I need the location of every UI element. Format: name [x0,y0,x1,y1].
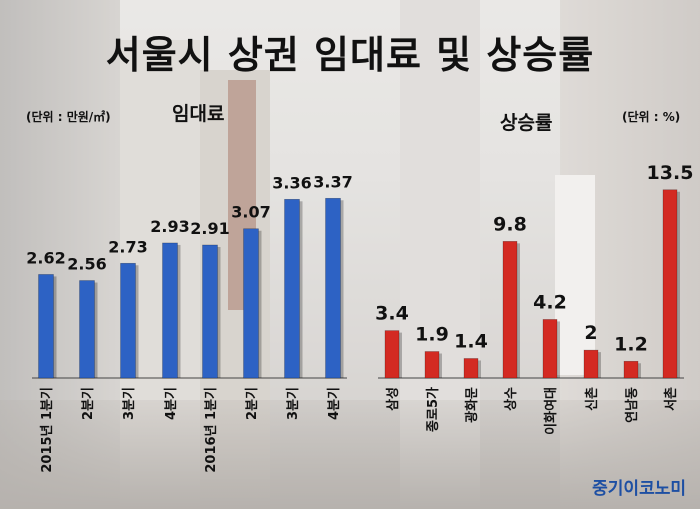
rate-unit-label: (단위 : %) [622,110,681,124]
rate-bar [623,360,639,379]
rent-value-label: 2.73 [108,237,147,256]
rate-value-label: 3.4 [375,303,409,325]
rate-bar [463,358,479,379]
rent-category-label: 2016년 1분기 [204,387,219,473]
rate-value-label: 1.2 [614,333,648,355]
rent-category-label: 4분기 [164,387,179,420]
rent-bar [284,198,300,379]
rent-subtitle: 임대료 [172,103,225,125]
rate-subtitle: 상승률 [500,112,553,134]
rent-unit-label: (단위 : 만원/㎡) [26,110,111,124]
rent-value-label: 2.62 [26,248,65,267]
brand-logo: 중기이코노미 [592,479,686,499]
rent-value-label: 3.36 [272,173,311,192]
rent-value-label: 2.93 [150,217,189,236]
rate-value-label: 13.5 [647,162,694,184]
rate-bar [384,330,400,379]
rate-category-label: 연남동 [624,387,640,423]
rate-category-label: 삼성 [385,387,401,411]
rent-category-label: 2분기 [81,387,96,420]
rate-category-label: 신촌 [585,387,600,411]
background-sign [555,175,595,375]
rent-bar [38,274,54,379]
rate-bar [502,241,518,379]
rent-bar [120,262,136,379]
rent-category-label: 4분기 [327,387,342,420]
chart-title: 서울시 상권 임대료 및 상승률 [105,33,595,77]
rent-category-label: 2015년 1분기 [40,387,55,473]
rent-bar [202,244,218,379]
rate-category-label: 이화여대 [543,387,559,435]
rate-value-label: 9.8 [493,213,527,235]
rate-bar [583,349,599,379]
rent-category-label: 3분기 [286,387,301,420]
rent-category-label: 2분기 [245,387,260,420]
rate-category-label: 서촌 [664,387,679,411]
rate-bar [662,189,678,379]
rent-bar [162,242,178,379]
rate-category-label: 광화문 [464,387,480,423]
background-crowd [0,400,700,509]
rent-value-label: 2.56 [67,255,106,274]
rate-value-label: 2 [584,322,597,344]
rate-bar [424,351,440,379]
rent-category-label: 3분기 [122,387,137,420]
rent-bar [79,280,95,379]
rate-category-label: 종로5가 [426,387,441,432]
rate-value-label: 1.9 [415,324,449,346]
rent-value-label: 3.07 [231,203,270,222]
rate-value-label: 1.4 [454,330,488,352]
rate-category-label: 상수 [504,387,519,411]
rate-bar [542,319,558,379]
rent-value-label: 3.37 [313,172,352,191]
rent-value-label: 2.91 [190,219,229,238]
rate-value-label: 4.2 [533,291,567,313]
rent-bar [243,228,259,379]
rent-bar [325,197,341,379]
